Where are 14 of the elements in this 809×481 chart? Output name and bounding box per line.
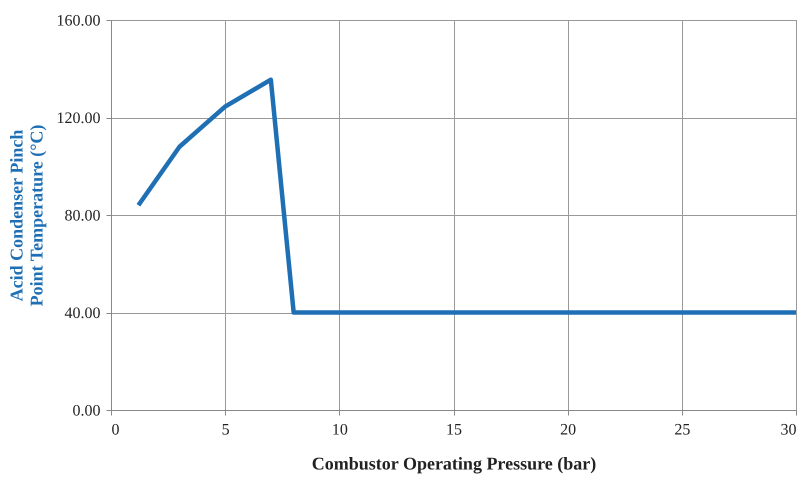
- y-tick-label: 0.00: [72, 402, 100, 420]
- y-tick-label: 120.00: [56, 110, 100, 127]
- y-tick-label: 160.00: [56, 12, 100, 30]
- x-tick-label: 25: [674, 422, 690, 438]
- x-tick-label: 30: [780, 422, 796, 438]
- y-tick-label: 80.00: [64, 208, 100, 224]
- y-tick-label: 40.00: [64, 305, 100, 322]
- x-tick-label: 10: [332, 422, 348, 438]
- x-axis-title: Combustor Operating Pressure (bar): [312, 454, 596, 474]
- x-tick-label: 5: [222, 422, 230, 438]
- x-tick-label: 0: [112, 422, 120, 438]
- x-tick-label: 15: [446, 422, 462, 438]
- x-tick-label: 20: [560, 422, 576, 438]
- y-axis-title: Acid Condenser Pinch Point Temperature (°C): [6, 124, 46, 306]
